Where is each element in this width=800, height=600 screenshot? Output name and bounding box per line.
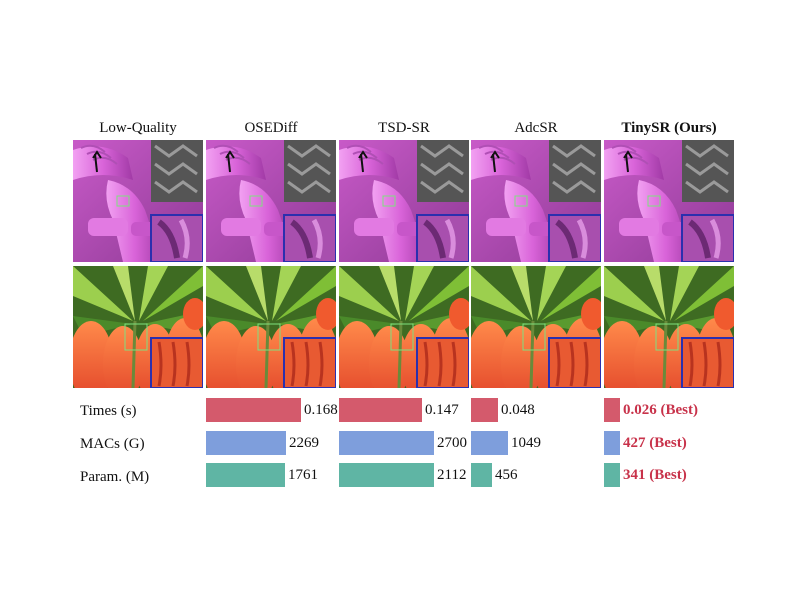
column-title-tinysr-ours: TinySR (Ours) — [621, 120, 717, 136]
column-title-low-quality: Low-Quality — [99, 120, 177, 136]
image-flower-tinysr — [604, 266, 734, 388]
metric-label-times: Times (s) — [80, 403, 137, 419]
bar-macs-tsd-sr — [339, 431, 434, 455]
image-flower-adcsr — [471, 266, 601, 388]
value-macs-tinysr: 427 (Best) — [623, 435, 687, 451]
value-param-tinysr: 341 (Best) — [623, 467, 687, 483]
image-flower-tsd-sr — [339, 266, 469, 388]
value-param-tsd-sr: 2112 — [437, 467, 467, 483]
bar-param-osediff — [206, 463, 285, 487]
bar-times-tsd-sr — [339, 398, 422, 422]
image-flower-osediff — [206, 266, 336, 388]
metric-label-param: Param. (M) — [80, 469, 150, 485]
image-pipe-low-quality — [73, 140, 203, 262]
column-title-osediff: OSEDiff — [244, 120, 298, 136]
image-pipe-tsd-sr — [339, 140, 469, 262]
bar-macs-tinysr — [604, 431, 620, 455]
value-times-tinysr: 0.026 (Best) — [623, 402, 698, 418]
image-flower-low-quality — [73, 266, 203, 388]
bar-macs-osediff — [206, 431, 286, 455]
bar-times-osediff — [206, 398, 301, 422]
bar-param-tsd-sr — [339, 463, 434, 487]
image-pipe-adcsr — [471, 140, 601, 262]
image-pipe-osediff — [206, 140, 336, 262]
value-macs-tsd-sr: 2700 — [437, 435, 467, 451]
image-pipe-tinysr — [604, 140, 734, 262]
value-times-osediff: 0.168 — [304, 402, 338, 418]
column-title-adcsr: AdcSR — [514, 120, 558, 136]
value-times-adcsr: 0.048 — [501, 402, 535, 418]
bar-param-tinysr — [604, 463, 620, 487]
value-times-tsd-sr: 0.147 — [425, 402, 459, 418]
bar-macs-adcsr — [471, 431, 508, 455]
bar-param-adcsr — [471, 463, 492, 487]
value-param-osediff: 1761 — [288, 467, 318, 483]
value-macs-adcsr: 1049 — [511, 435, 541, 451]
bar-times-adcsr — [471, 398, 498, 422]
value-param-adcsr: 456 — [495, 467, 518, 483]
bar-times-tinysr — [604, 398, 620, 422]
column-title-tsd-sr: TSD-SR — [378, 120, 430, 136]
value-macs-osediff: 2269 — [289, 435, 319, 451]
metric-label-macs: MACs (G) — [80, 436, 145, 452]
